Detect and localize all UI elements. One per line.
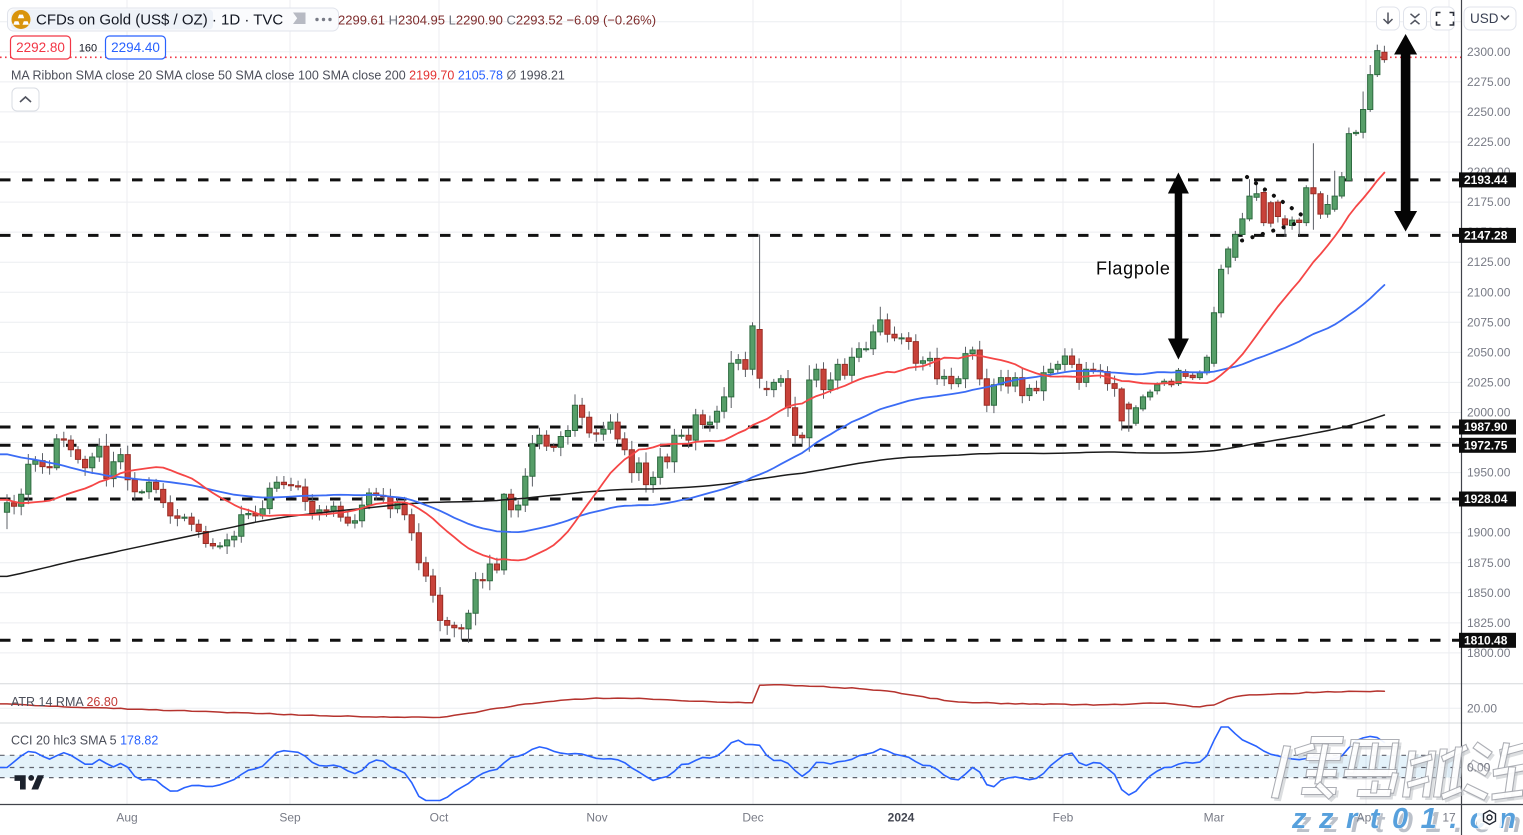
svg-text:1810.48: 1810.48 bbox=[1464, 633, 1508, 647]
svg-text:2275.00: 2275.00 bbox=[1467, 75, 1511, 89]
svg-text:MA Ribbon SMA close 20 SMA clo: MA Ribbon SMA close 20 SMA close 50 SMA … bbox=[11, 69, 565, 83]
svg-text:2025.00: 2025.00 bbox=[1467, 375, 1511, 389]
svg-text:2125.00: 2125.00 bbox=[1467, 255, 1511, 269]
svg-text:ATR 14 RMA 26.80: ATR 14 RMA 26.80 bbox=[11, 695, 118, 709]
svg-text:Dec: Dec bbox=[742, 811, 763, 825]
svg-text:Sep: Sep bbox=[279, 811, 301, 825]
svg-text:2024: 2024 bbox=[888, 811, 915, 825]
svg-text:20.00: 20.00 bbox=[1467, 701, 1497, 715]
svg-text:CCI 20 hlc3 SMA 5 178.82: CCI 20 hlc3 SMA 5 178.82 bbox=[11, 734, 158, 748]
svg-text:2193.44: 2193.44 bbox=[1464, 173, 1508, 187]
svg-text:USD: USD bbox=[1470, 11, 1499, 26]
svg-text:160: 160 bbox=[79, 43, 97, 55]
svg-text:1928.04: 1928.04 bbox=[1464, 492, 1508, 506]
svg-text:Flagpole: Flagpole bbox=[1096, 259, 1171, 279]
svg-text:1800.00: 1800.00 bbox=[1467, 646, 1511, 660]
svg-text:2294.40: 2294.40 bbox=[111, 40, 160, 55]
svg-text:2050.00: 2050.00 bbox=[1467, 345, 1511, 359]
svg-text:2000.00: 2000.00 bbox=[1467, 406, 1511, 420]
svg-text:Aug: Aug bbox=[116, 811, 137, 825]
svg-text:2250.00: 2250.00 bbox=[1467, 105, 1511, 119]
svg-text:1972.75: 1972.75 bbox=[1464, 438, 1508, 452]
svg-text:2299.61 H2304.95 L2290.90 C229: 2299.61 H2304.95 L2290.90 C2293.52 −6.09… bbox=[338, 13, 656, 28]
svg-text:1850.00: 1850.00 bbox=[1467, 586, 1511, 600]
svg-text:CFDs on Gold (US$ / OZ) · 1D ·: CFDs on Gold (US$ / OZ) · 1D · TVC bbox=[36, 12, 283, 29]
svg-text:Mar: Mar bbox=[1204, 811, 1225, 825]
svg-text:Feb: Feb bbox=[1053, 811, 1074, 825]
svg-text:2300.00: 2300.00 bbox=[1467, 45, 1511, 59]
svg-text:2225.00: 2225.00 bbox=[1467, 135, 1511, 149]
svg-text:1987.90: 1987.90 bbox=[1464, 420, 1508, 434]
svg-text:1900.00: 1900.00 bbox=[1467, 526, 1511, 540]
svg-text:1825.00: 1825.00 bbox=[1467, 616, 1511, 630]
svg-text:2075.00: 2075.00 bbox=[1467, 315, 1511, 329]
svg-text:17: 17 bbox=[1442, 811, 1456, 825]
svg-text:1950.00: 1950.00 bbox=[1467, 466, 1511, 480]
svg-text:Apr: Apr bbox=[1357, 811, 1376, 825]
svg-text:2100.00: 2100.00 bbox=[1467, 285, 1511, 299]
svg-text:Nov: Nov bbox=[586, 811, 607, 825]
svg-text:2292.80: 2292.80 bbox=[16, 40, 65, 55]
svg-text:2147.28: 2147.28 bbox=[1464, 228, 1508, 242]
svg-text:2175.00: 2175.00 bbox=[1467, 195, 1511, 209]
svg-text:Oct: Oct bbox=[430, 811, 449, 825]
svg-text:0.00: 0.00 bbox=[1467, 761, 1491, 775]
svg-text:1875.00: 1875.00 bbox=[1467, 556, 1511, 570]
